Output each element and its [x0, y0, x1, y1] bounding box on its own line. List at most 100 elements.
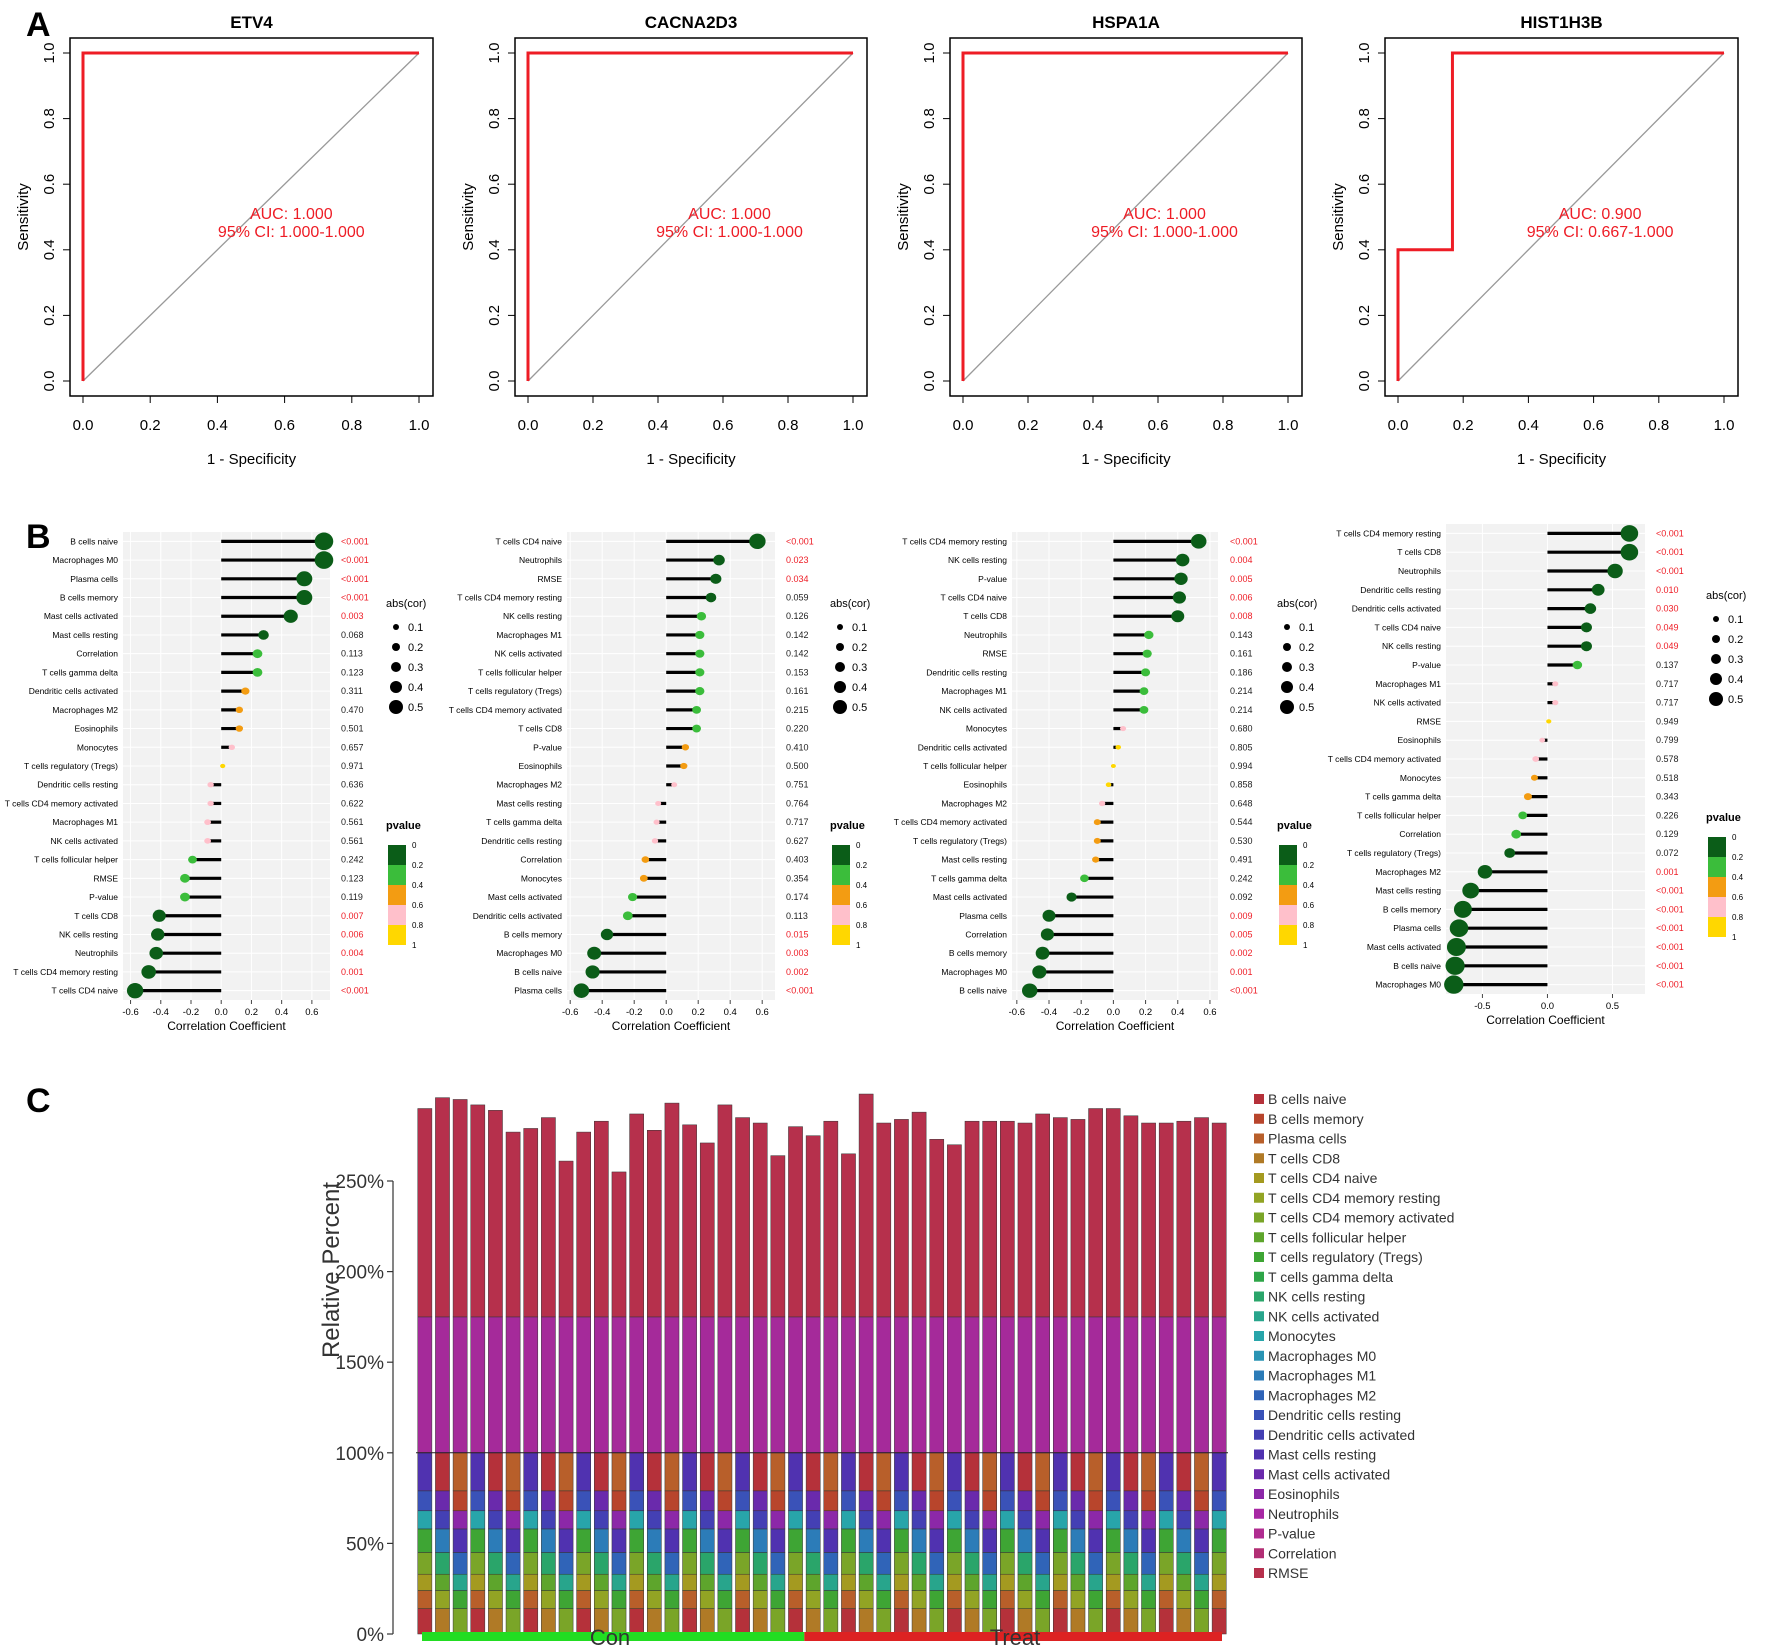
row-label: Mast cells activated — [44, 611, 118, 621]
plot-frame — [949, 37, 1303, 397]
lollipop-dot — [1115, 744, 1122, 750]
lollipop-dot — [705, 592, 717, 603]
p-value-label: 0.161 — [1230, 649, 1253, 659]
x-tick-label: 1.0 — [409, 417, 430, 434]
bar-segment — [1070, 1119, 1086, 1318]
row-label: Neutrophils — [75, 948, 118, 958]
bar-segment — [1176, 1452, 1192, 1492]
bar-segment — [541, 1528, 556, 1553]
size-legend-title: abs(cor) — [1706, 590, 1746, 602]
pvalue-legend-swatch — [1279, 925, 1297, 945]
p-value-label: 0.001 — [341, 967, 364, 977]
p-value-label: 0.186 — [1230, 667, 1253, 677]
bar-segment — [629, 1608, 644, 1635]
lollipop-dot — [1093, 819, 1101, 826]
correlation-chart-1: B cells naive <0.001 Macrophages M0 <0.001 P… — [5, 532, 426, 1033]
bar-segment — [929, 1528, 945, 1553]
legend-label: T cells CD4 memory resting — [1268, 1190, 1440, 1206]
bar-segment — [964, 1490, 980, 1512]
lollipop-dot — [695, 668, 705, 677]
bar-segment — [1035, 1552, 1050, 1575]
bar-segment — [752, 1528, 768, 1553]
bar-segment — [982, 1510, 998, 1530]
legend-label: Plasma cells — [1268, 1131, 1347, 1147]
bar-segment — [1176, 1552, 1192, 1575]
row-label: P-value — [89, 892, 118, 902]
bar-segment — [558, 1590, 574, 1609]
bar-segment — [1211, 1590, 1227, 1609]
bar-segment — [1000, 1590, 1015, 1609]
bar-segment — [1035, 1528, 1050, 1553]
sample-bar — [841, 1153, 856, 1635]
pvalue-legend-label: 0 — [412, 841, 417, 850]
bar-segment — [841, 1573, 856, 1591]
bar-segment — [1123, 1608, 1139, 1635]
bar-segment — [488, 1316, 503, 1454]
bar-segment — [1035, 1452, 1050, 1492]
legend-label: NK cells activated — [1268, 1308, 1379, 1324]
legend-swatch — [1254, 1568, 1264, 1578]
p-value-label: 0.717 — [1656, 698, 1679, 708]
y-tick-label: 1.0 — [486, 43, 503, 64]
bar-segment — [717, 1510, 733, 1530]
bar-segment — [788, 1510, 803, 1530]
p-value-label: 0.242 — [1230, 873, 1253, 883]
y-axis-label: Sensitivity — [15, 183, 32, 251]
pvalue-legend-title: pvalue — [830, 820, 865, 832]
bar-segment — [823, 1510, 839, 1530]
x-axis-label: 1 - Specificity — [1081, 451, 1171, 468]
row-label: Macrophages M2 — [496, 780, 562, 790]
bar-segment — [1158, 1608, 1174, 1635]
bar-segment — [964, 1590, 980, 1609]
bar-segment — [770, 1608, 786, 1635]
bar-segment — [1141, 1608, 1156, 1635]
bar-segment — [982, 1452, 998, 1492]
lollipop-dot — [1518, 811, 1528, 820]
pvalue-legend-swatch — [832, 865, 850, 885]
bar-segment — [452, 1510, 468, 1530]
row-label: Macrophages M2 — [52, 705, 118, 715]
p-value-label: 0.049 — [1656, 622, 1679, 632]
bar-segment — [523, 1316, 539, 1454]
sample-bar — [594, 1120, 609, 1635]
p-value-label: 0.994 — [1230, 761, 1253, 771]
pvalue-legend-title: pvalue — [1277, 820, 1312, 832]
p-value-label: 0.143 — [1230, 630, 1253, 640]
bar-segment — [611, 1452, 627, 1492]
bar-segment — [646, 1573, 662, 1591]
bar-segment — [752, 1452, 768, 1492]
p-value-label: 0.092 — [1230, 892, 1253, 902]
y-tick-label: 50% — [346, 1534, 384, 1555]
legend-label: P-value — [1268, 1526, 1316, 1542]
lollipop-dot — [1532, 756, 1540, 762]
bar-segment — [982, 1552, 998, 1575]
lollipop-dot — [573, 983, 590, 998]
bar-segment — [1088, 1490, 1103, 1512]
bar-segment — [752, 1316, 768, 1454]
row-label: Plasma cells — [1393, 923, 1441, 933]
row-label: NK cells activated — [494, 649, 562, 659]
bar-segment — [664, 1590, 680, 1609]
lollipop-dot — [241, 687, 250, 695]
correlation-chart-2: T cells CD4 naive <0.001 Neutrophils 0.023 R… — [449, 532, 870, 1033]
bar-segment — [1105, 1108, 1121, 1318]
bar-segment — [894, 1490, 909, 1512]
bar-segment — [470, 1490, 486, 1512]
pvalue-legend-swatch — [388, 865, 406, 885]
bar-segment — [894, 1552, 909, 1575]
lollipop-dot — [126, 982, 144, 999]
bar-segment — [1158, 1122, 1174, 1318]
pvalue-legend-swatch — [388, 885, 406, 905]
lollipop-dot — [710, 573, 722, 584]
sample-bar — [523, 1128, 539, 1635]
bar-segment — [541, 1552, 556, 1575]
size-legend-dot — [834, 681, 846, 693]
lollipop-dot — [152, 909, 166, 922]
bar-segment — [488, 1510, 503, 1530]
p-value-label: 0.174 — [786, 892, 809, 902]
bar-segment — [452, 1316, 468, 1454]
legend-swatch — [1254, 1094, 1264, 1104]
size-legend-label: 0.4 — [852, 682, 867, 694]
sample-bar — [611, 1171, 627, 1635]
